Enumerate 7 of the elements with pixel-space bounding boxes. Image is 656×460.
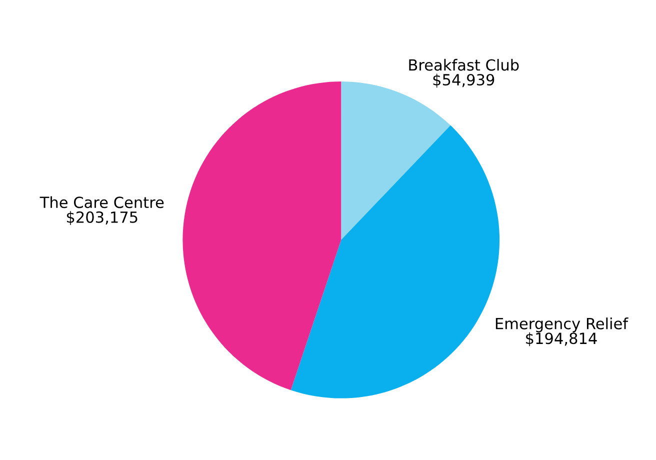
slice-label: Breakfast Club <box>409 58 519 71</box>
pie-slice <box>182 81 342 390</box>
slice-label: The Care Centre <box>40 196 164 208</box>
data-label: $194,814 <box>526 332 597 346</box>
data-label: $203,175 <box>66 211 138 225</box>
data-label: $54,939 <box>433 74 494 88</box>
slice-label: Emergency Relief <box>496 318 628 332</box>
